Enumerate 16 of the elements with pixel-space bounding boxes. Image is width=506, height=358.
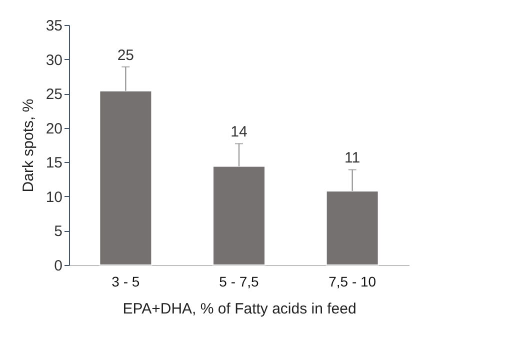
data-label: 11: [344, 150, 360, 167]
y-tick-label: 30: [46, 52, 62, 69]
y-tick-label: 10: [46, 188, 62, 206]
y-axis-title: Dark spots, %: [20, 98, 37, 192]
y-tick-label: 25: [46, 86, 62, 104]
data-label: 25: [117, 46, 134, 64]
y-tick-label: 35: [46, 18, 62, 34]
x-axis-title: EPA+DHA, % of Fatty acids in feed: [122, 300, 356, 318]
y-tick-label: 5: [54, 223, 62, 240]
x-tick-label: 3 - 5: [112, 274, 140, 290]
y-tick-label: 0: [54, 258, 62, 274]
x-tick-label: 5 - 7,5: [219, 274, 260, 290]
x-tick-label: 7,5 - 10: [328, 274, 376, 290]
y-tick-label: 20: [46, 120, 62, 138]
data-label: 14: [230, 124, 248, 141]
y-tick-label: 15: [46, 154, 62, 172]
